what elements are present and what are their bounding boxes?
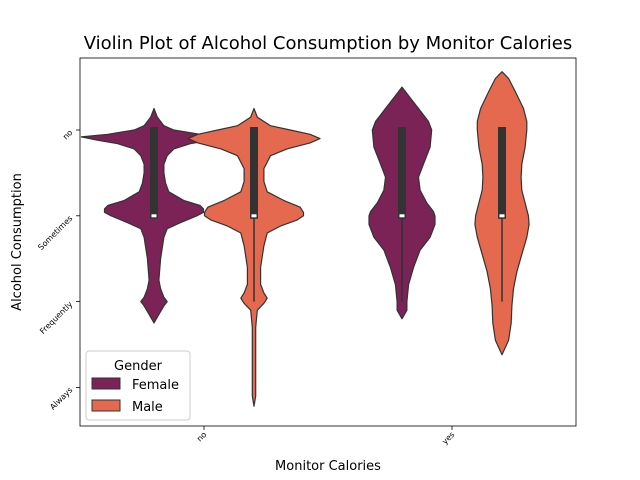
- box-layer: [150, 127, 506, 302]
- plot-frame: [79, 57, 577, 427]
- x-tick-label-no: no: [195, 430, 208, 443]
- median-marker-male-no: [251, 214, 257, 218]
- y-axis-label: Alcohol Consumption: [10, 173, 25, 311]
- y-tick-label-always: Always: [48, 385, 74, 411]
- iqr-box-female-no: [150, 127, 158, 219]
- legend-swatch-female: [91, 377, 121, 390]
- median-marker-female-yes: [399, 214, 405, 218]
- y-tick-label-frequently: Frequently: [38, 299, 74, 335]
- iqr-box-male-no: [250, 127, 258, 219]
- iqr-box-female-yes: [398, 127, 406, 219]
- x-axis-label: Monitor Calories: [275, 459, 381, 474]
- median-marker-male-yes: [499, 214, 505, 218]
- median-marker-female-no: [151, 214, 157, 218]
- legend-label-female: Female: [132, 378, 179, 393]
- y-tick-label-sometimes: Sometimes: [36, 214, 74, 252]
- iqr-box-male-yes: [498, 127, 506, 219]
- x-axis: no yes: [195, 426, 456, 446]
- legend: Gender Female Male: [85, 350, 191, 421]
- legend-swatch-male: [91, 399, 121, 412]
- legend-label-male: Male: [132, 400, 163, 415]
- x-tick-label-yes: yes: [440, 430, 456, 446]
- y-axis: no Sometimes Frequently Always: [36, 128, 80, 412]
- y-tick-label-no: no: [61, 128, 74, 141]
- chart-title: Violin Plot of Alcohol Consumption by Mo…: [84, 33, 573, 54]
- legend-title: Gender: [114, 359, 163, 374]
